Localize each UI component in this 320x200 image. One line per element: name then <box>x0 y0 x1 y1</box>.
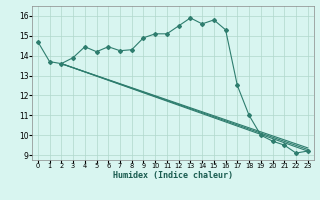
X-axis label: Humidex (Indice chaleur): Humidex (Indice chaleur) <box>113 171 233 180</box>
